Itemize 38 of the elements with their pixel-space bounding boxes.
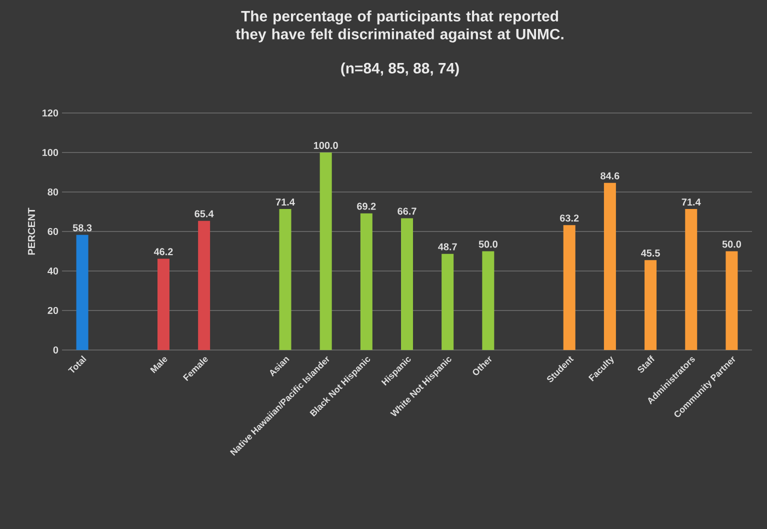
bar [279, 208, 292, 350]
data-label: 66.7 [398, 208, 416, 215]
data-label: 65.4 [194, 210, 214, 218]
data-label: 100.0 [314, 142, 338, 149]
y-axis-title: PERCENT [28, 208, 36, 255]
data-label: 46.2 [154, 248, 173, 256]
bar [685, 208, 698, 350]
bar [360, 213, 372, 350]
bar [157, 258, 170, 350]
data-label: 50.0 [478, 240, 498, 248]
bar [320, 152, 332, 350]
data-label: 48.7 [438, 243, 457, 250]
data-label: 45.5 [640, 250, 660, 257]
data-label: 63.2 [560, 214, 579, 222]
data-label: 50.0 [722, 240, 742, 248]
chart-title: The percentage of participants that reported they have felt discriminated against at UNMC. [236, 10, 564, 42]
bar [76, 234, 88, 350]
data-label: 58.3 [72, 224, 92, 232]
y-tick-label: 40 [48, 267, 58, 275]
bar [442, 254, 454, 350]
bar [604, 182, 616, 350]
chart-subtitle: (n=84, 85, 88, 74) [341, 62, 459, 76]
bar [726, 251, 738, 350]
bar [482, 251, 494, 350]
data-label: 71.4 [276, 198, 295, 206]
data-label: 84.6 [600, 172, 620, 180]
data-label: 69.2 [357, 202, 376, 210]
bar [563, 225, 576, 350]
bar [401, 218, 414, 350]
y-tick-label: 80 [48, 188, 58, 196]
y-tick-label: 20 [48, 306, 58, 314]
data-label: 71.4 [682, 198, 701, 206]
y-tick-label: 0 [53, 346, 58, 354]
y-tick-label: 60 [48, 228, 58, 236]
y-tick-label: 100 [42, 148, 58, 156]
bar [644, 260, 657, 350]
y-tick-label: 120 [42, 109, 58, 117]
bar [198, 220, 210, 350]
